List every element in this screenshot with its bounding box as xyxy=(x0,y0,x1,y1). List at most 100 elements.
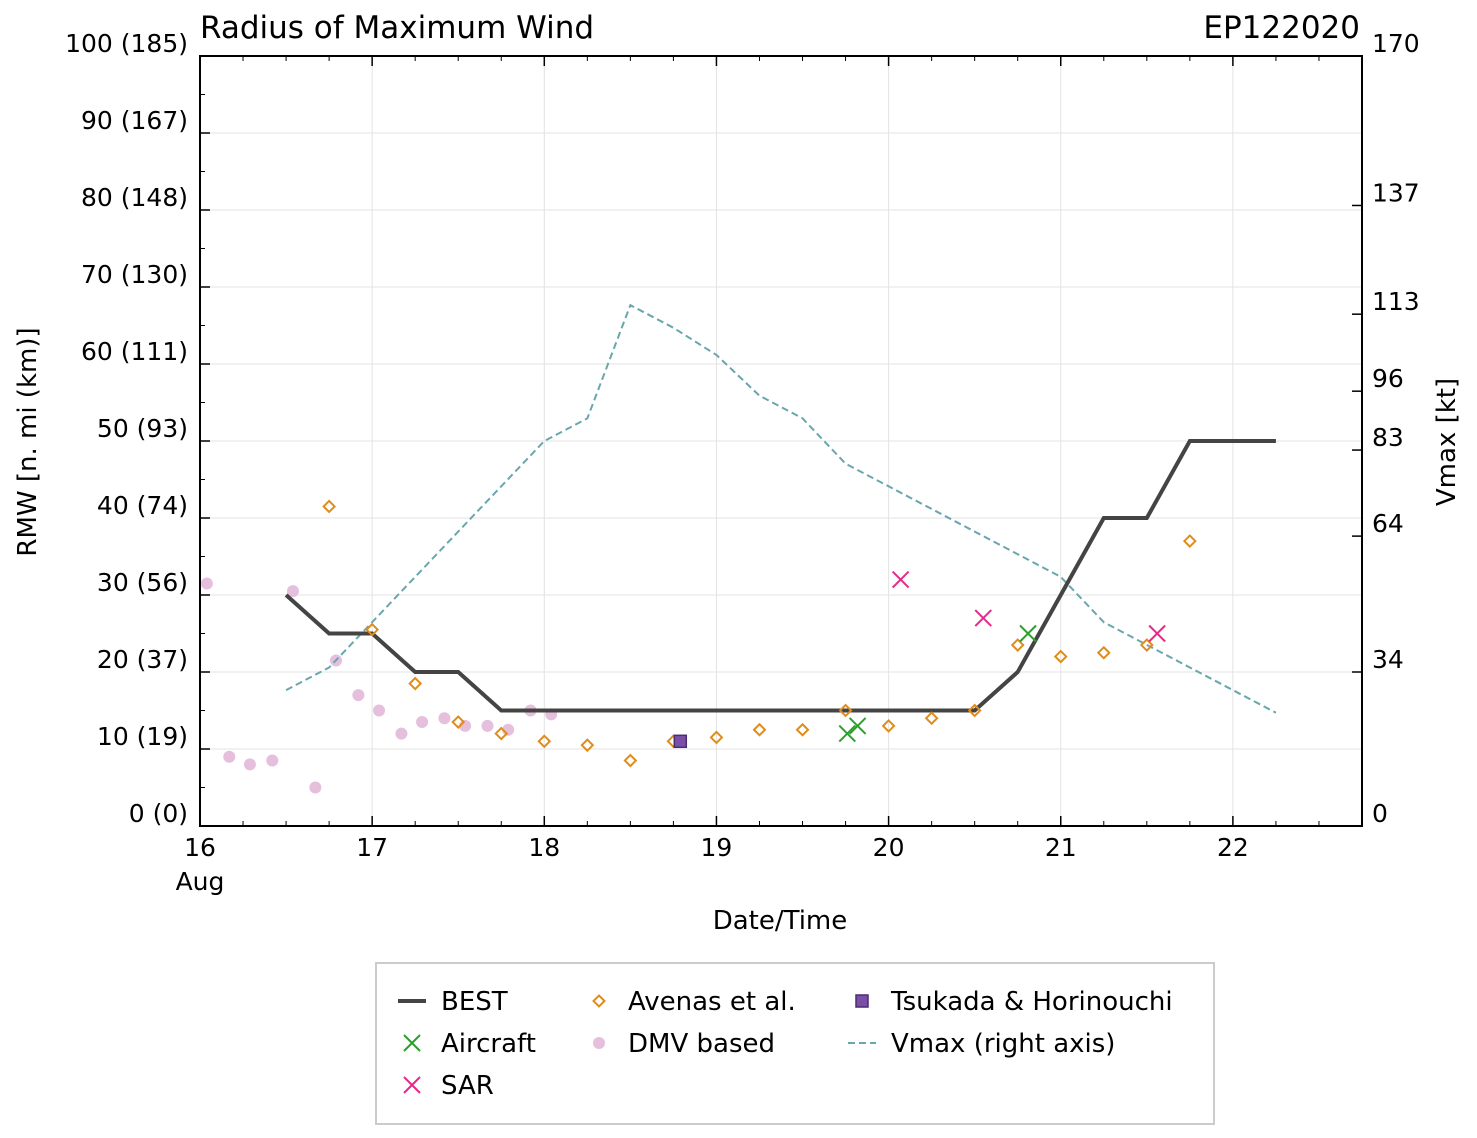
y-right-tick-label: 113 xyxy=(1372,287,1420,316)
aircraft-point xyxy=(838,724,856,743)
legend-swatch xyxy=(855,994,869,1008)
avenas-et-al-point xyxy=(924,711,939,726)
avenas-et-al-point xyxy=(881,718,896,733)
best-line xyxy=(284,439,1276,713)
legend: BEST Aircraft SAR Avenas et al. DMV based Tsu… xyxy=(375,962,1215,1125)
dmv-based-point xyxy=(481,719,494,732)
x-tick-label: 20 xyxy=(873,833,905,862)
x-tick-label: 21 xyxy=(1045,833,1077,862)
aircraft-point-stroke xyxy=(838,724,856,743)
sar-point-stroke xyxy=(974,609,992,627)
legend-label: Aircraft xyxy=(441,1029,536,1059)
legend-item-avenas-et-al: Avenas et al. xyxy=(592,987,796,1017)
avenas-et-al-point xyxy=(709,730,724,745)
legend-item-dmv-based: DMV based xyxy=(593,1029,775,1059)
avenas-et-al-point xyxy=(1010,638,1025,652)
avenas-et-al-point xyxy=(494,726,509,741)
avenas-et-al-point xyxy=(1096,645,1111,660)
avenas-et-al-point xyxy=(623,753,638,768)
avenas-et-al-point xyxy=(752,722,767,737)
y-tick-label: 10 (19) xyxy=(97,722,188,751)
chart-title: Radius of Maximum Wind xyxy=(200,10,594,46)
legend-swatch xyxy=(593,1037,605,1049)
dmv-based-point xyxy=(416,716,429,729)
sar-point-stroke xyxy=(891,570,910,589)
storm-id: EP122020 xyxy=(1203,10,1360,46)
x-tick-label: 17 xyxy=(356,833,388,862)
aircraft-point-stroke xyxy=(848,717,867,735)
x-tick-sublabel: Aug xyxy=(176,867,225,896)
y-tick-label: 80 (148) xyxy=(81,183,188,212)
sar-point xyxy=(1148,624,1166,643)
avenas-et-al-point xyxy=(795,722,810,737)
y-tick-label: 50 (93) xyxy=(97,414,188,443)
x-tick-label: 22 xyxy=(1217,833,1249,862)
legend-label: SAR xyxy=(441,1071,494,1101)
dmv-based-point xyxy=(352,689,365,702)
avenas-et-al-point xyxy=(1139,638,1154,652)
avenas-et-al-point xyxy=(580,738,595,753)
sar-point-stroke xyxy=(1148,624,1166,643)
y-right-tick-label: 83 xyxy=(1372,423,1404,452)
legend-label: BEST xyxy=(441,987,508,1017)
y-axis-left: 0 (0) 10 (19) 20 (37) 30 (56) 40 (74) 50 (93)… xyxy=(65,29,210,828)
avenas-et-al-point xyxy=(322,499,337,514)
legend-label: Avenas et al. xyxy=(628,987,796,1017)
dmv-based-point xyxy=(266,754,279,767)
dmv-based-point xyxy=(286,585,299,598)
avenas-et-al-point xyxy=(838,703,853,718)
y-axis-right: 0 34 64 83 96 113 137 170 xyxy=(1352,29,1420,828)
aircraft-point xyxy=(848,717,867,735)
avenas-et-al-point xyxy=(1182,534,1197,549)
x-tick-label: 18 xyxy=(528,833,560,862)
legend-item-sar: SAR xyxy=(403,1071,494,1101)
legend-swatch xyxy=(403,1034,421,1052)
tsukada-horinouchi-point xyxy=(673,734,688,749)
y-right-tick-label: 64 xyxy=(1372,509,1404,538)
y-tick-label: 40 (74) xyxy=(97,491,188,520)
y-right-tick-label: 34 xyxy=(1372,645,1404,674)
avenas-et-al-point xyxy=(451,715,466,729)
legend-box xyxy=(375,962,1215,1125)
legend-swatch xyxy=(403,1076,421,1094)
aircraft-point-stroke xyxy=(1019,624,1037,643)
legend-label: Tsukada & Horinouchi xyxy=(890,987,1173,1017)
x-axis: 16 Aug 17 18 19 20 21 22 xyxy=(176,56,1320,896)
x-tick-label: 19 xyxy=(701,833,733,862)
y-tick-label: 90 (167) xyxy=(81,106,188,135)
x-tick-label: 16 xyxy=(184,833,216,862)
y-axis-label: RMW [n. mi (km)] xyxy=(13,327,43,556)
avenas-et-al-point xyxy=(1053,649,1068,664)
dmv-based-point xyxy=(200,577,213,590)
sar-point xyxy=(891,570,910,589)
y-tick-label: 0 (0) xyxy=(129,799,188,828)
avenas-et-al-point xyxy=(537,734,552,749)
y-right-tick-label: 137 xyxy=(1372,178,1420,207)
sar-point xyxy=(974,609,992,627)
vmax-right-axis-line xyxy=(285,303,1277,714)
y-tick-label: 100 (185) xyxy=(65,29,188,58)
dmv-based-point xyxy=(395,727,408,740)
dmv-based-point xyxy=(373,704,386,717)
avenas-et-al-point xyxy=(967,703,982,718)
y-tick-label: 20 (37) xyxy=(97,645,188,674)
y-right-tick-label: 0 xyxy=(1372,799,1388,828)
y-right-tick-label: 170 xyxy=(1372,29,1420,58)
y-tick-label: 60 (111) xyxy=(81,337,188,366)
plot-series xyxy=(200,303,1277,794)
legend-item-best: BEST xyxy=(398,987,508,1017)
x-axis-label: Date/Time xyxy=(713,906,848,936)
dmv-based-point xyxy=(438,712,451,725)
legend-label: DMV based xyxy=(628,1029,775,1059)
legend-label: Vmax (right axis) xyxy=(891,1029,1115,1059)
aircraft-point xyxy=(1019,624,1037,643)
y-axis-right-label: Vmax [kt] xyxy=(1432,378,1462,506)
legend-swatch-stroke xyxy=(403,1034,421,1052)
avenas-et-al-point xyxy=(408,676,423,691)
dmv-based-point xyxy=(243,758,256,771)
y-tick-label: 70 (130) xyxy=(81,260,188,289)
legend-swatch-stroke xyxy=(403,1076,421,1094)
legend-swatch xyxy=(592,994,606,1008)
legend-item-tsukada-horinouchi: Tsukada & Horinouchi xyxy=(855,987,1173,1017)
